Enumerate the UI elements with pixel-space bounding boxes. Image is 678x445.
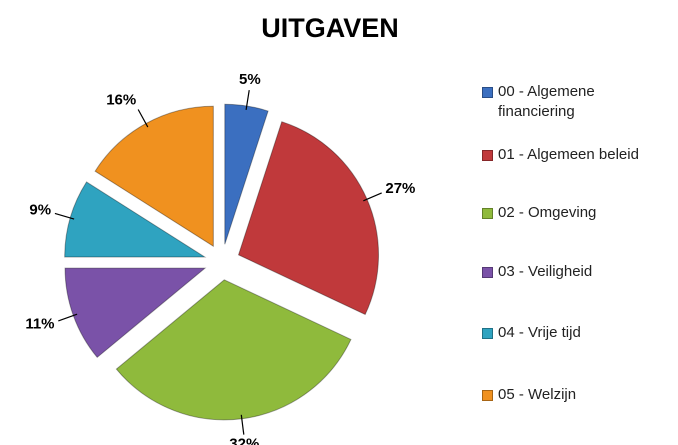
legend-item: 01 - Algemeen beleid [482,145,672,165]
leader-line [54,212,75,220]
leader-line [245,90,250,110]
legend-item: 02 - Omgeving [482,203,672,223]
chart-title: UITGAVEN [261,13,399,43]
pie-slice [237,121,379,316]
legend-label: 04 - Vrije tijd [498,324,581,341]
legend-item: 05 - Welzijn [482,385,672,405]
legend-swatch [482,328,493,339]
legend-label: 01 - Algemeen beleid [498,146,639,163]
legend-item: 00 - Algemene financiering [482,82,672,122]
legend-item: 03 - Veiligheid [482,262,672,282]
data-label: 32% [229,436,259,445]
legend-label: 03 - Veiligheid [498,263,593,280]
leader-line [363,192,382,202]
legend-item: 04 - Vrije tijd [482,323,672,343]
legend-swatch [482,87,493,98]
legend-label: 00 - Algemene financiering [498,83,595,120]
legend-swatch [482,208,493,219]
legend-label: 05 - Welzijn [498,386,577,403]
leader-line [240,414,245,435]
legend-label: 02 - Omgeving [498,204,597,221]
data-label: 16% [106,92,136,109]
leader-line [58,313,78,322]
data-label: 11% [25,315,54,332]
legend-swatch [482,150,493,161]
data-label: 9% [29,202,51,219]
leader-line [137,109,149,128]
legend-swatch [482,390,493,401]
data-label: 27% [385,180,415,197]
data-label: 5% [239,71,261,88]
legend-swatch [482,267,493,278]
